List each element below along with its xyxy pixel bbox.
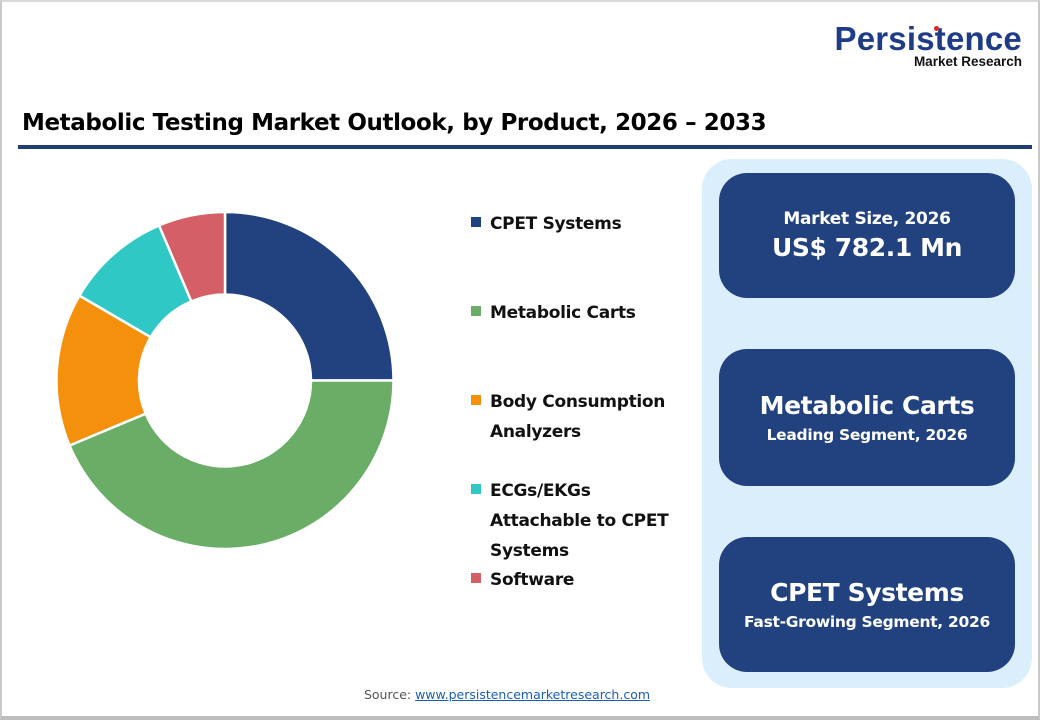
market-size-card: Market Size, 2026 US$ 782.1 Mn [719, 173, 1015, 298]
legend-swatch-icon [471, 217, 481, 227]
donut-slice-cpet-systems [223, 210, 395, 382]
donut-slices [55, 210, 395, 551]
legend-swatch-icon [471, 395, 481, 405]
source-note: Source: www.persistencemarketresearch.co… [2, 687, 1012, 702]
legend-swatch-icon [471, 306, 481, 316]
market-size-label: Market Size, 2026 [783, 208, 951, 229]
logo-wordmark: Persistence [834, 20, 1022, 57]
leading-segment-label: Leading Segment, 2026 [766, 425, 968, 444]
title-underline [18, 145, 1032, 149]
chart-title: Metabolic Testing Market Outlook, by Pro… [22, 110, 767, 136]
persistence-logo: Persistence Market Research [835, 22, 1023, 69]
fast-growing-segment-label: Fast-Growing Segment, 2026 [744, 612, 990, 631]
legend-swatch-icon [471, 573, 481, 583]
legend-label: Body Consumption Analyzers [490, 392, 666, 442]
leading-segment-name: Metabolic Carts [759, 390, 975, 420]
logo-subtitle: Market Research [913, 54, 1022, 69]
fast-growing-segment-name: CPET Systems [770, 577, 964, 607]
donut-slice-metabolic-carts [68, 379, 395, 551]
legend-label: Software [490, 570, 575, 590]
legend-label: Metabolic Carts [490, 303, 636, 323]
source-link[interactable]: www.persistencemarketresearch.com [415, 687, 651, 702]
legend-label: CPET Systems [490, 214, 622, 234]
market-size-value: US$ 782.1 Mn [771, 232, 963, 262]
legend-swatch-icon [471, 484, 481, 494]
legend-label: ECGs/EKGs Attachable to CPET Systems [490, 481, 669, 561]
source-prefix: Source: [363, 687, 416, 702]
logo-star-icon [933, 26, 939, 31]
donut-slice-software [157, 210, 227, 303]
fast-growing-segment-card: CPET Systems Fast-Growing Segment, 2026 [719, 537, 1015, 672]
donut-chart [55, 210, 395, 551]
leading-segment-card: Metabolic Carts Leading Segment, 2026 [719, 349, 1015, 486]
